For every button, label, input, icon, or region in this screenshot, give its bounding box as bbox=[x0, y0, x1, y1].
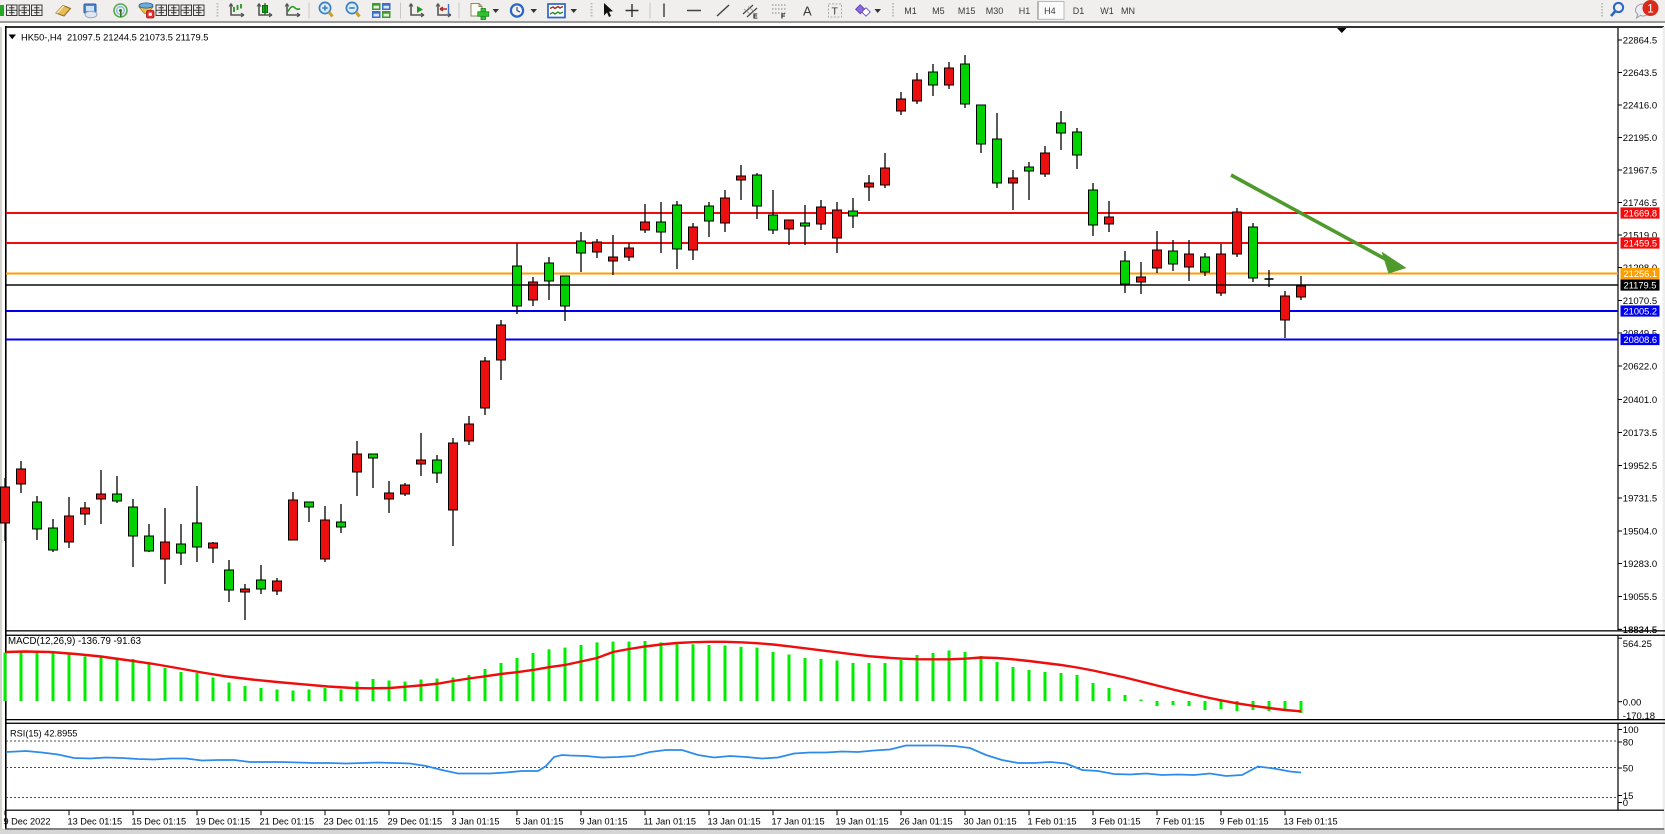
svg-text:MN: MN bbox=[1121, 6, 1135, 16]
svg-text:9 Jan 01:15: 9 Jan 01:15 bbox=[580, 817, 628, 827]
svg-text:564.25: 564.25 bbox=[1623, 639, 1652, 650]
svg-text:23 Dec 01:15: 23 Dec 01:15 bbox=[324, 817, 379, 827]
svg-text:30 Jan 01:15: 30 Jan 01:15 bbox=[964, 817, 1017, 827]
svg-text:M30: M30 bbox=[986, 6, 1004, 16]
svg-text:20401.0: 20401.0 bbox=[1623, 395, 1657, 406]
svg-text:17 Jan 01:15: 17 Jan 01:15 bbox=[772, 817, 825, 827]
svg-text:22643.5: 22643.5 bbox=[1623, 68, 1657, 79]
svg-text:19 Jan 01:15: 19 Jan 01:15 bbox=[836, 817, 889, 827]
svg-text:MACD(12,26,9) -136.79 -91.63: MACD(12,26,9) -136.79 -91.63 bbox=[8, 636, 141, 647]
svg-text:21746.5: 21746.5 bbox=[1623, 198, 1657, 209]
svg-text:21179.5: 21179.5 bbox=[1624, 281, 1657, 291]
svg-text:13 Feb 01:15: 13 Feb 01:15 bbox=[1284, 817, 1338, 827]
svg-text:M5: M5 bbox=[932, 6, 945, 16]
svg-text:21070.5: 21070.5 bbox=[1623, 296, 1657, 307]
svg-text:22195.0: 22195.0 bbox=[1623, 133, 1657, 144]
svg-text:7 Feb 01:15: 7 Feb 01:15 bbox=[1156, 817, 1205, 827]
svg-text:19055.5: 19055.5 bbox=[1623, 592, 1657, 603]
svg-text:19504.0: 19504.0 bbox=[1623, 527, 1657, 538]
svg-text:1 Feb 01:15: 1 Feb 01:15 bbox=[1028, 817, 1077, 827]
svg-text:9 Feb 01:15: 9 Feb 01:15 bbox=[1220, 817, 1269, 827]
svg-text:H4: H4 bbox=[1044, 6, 1056, 16]
svg-text:21967.5: 21967.5 bbox=[1623, 166, 1657, 177]
svg-text:21005.2: 21005.2 bbox=[1624, 307, 1658, 317]
svg-text:H1: H1 bbox=[1019, 6, 1031, 16]
svg-text:19952.5: 19952.5 bbox=[1623, 461, 1657, 472]
svg-text:22416.0: 22416.0 bbox=[1623, 101, 1657, 112]
svg-text:50: 50 bbox=[1623, 764, 1634, 775]
svg-text:13 Dec 01:15: 13 Dec 01:15 bbox=[68, 817, 123, 827]
svg-text:M1: M1 bbox=[904, 6, 917, 16]
svg-text:18834.5: 18834.5 bbox=[1623, 625, 1657, 636]
svg-text:3 Feb 01:15: 3 Feb 01:15 bbox=[1092, 817, 1141, 827]
svg-text:26 Jan 01:15: 26 Jan 01:15 bbox=[900, 817, 953, 827]
svg-text:20622.0: 20622.0 bbox=[1623, 362, 1657, 373]
svg-text:21459.5: 21459.5 bbox=[1624, 239, 1658, 249]
svg-text:100: 100 bbox=[1623, 725, 1639, 736]
svg-text:13 Jan 01:15: 13 Jan 01:15 bbox=[708, 817, 761, 827]
svg-text:9 Dec 2022: 9 Dec 2022 bbox=[4, 817, 51, 827]
svg-text:D1: D1 bbox=[1073, 6, 1085, 16]
svg-text:22864.5: 22864.5 bbox=[1623, 36, 1657, 47]
svg-text:19731.5: 19731.5 bbox=[1623, 494, 1657, 505]
svg-text:15 Dec 01:15: 15 Dec 01:15 bbox=[132, 817, 187, 827]
svg-text:RSI(15) 42.8955: RSI(15) 42.8955 bbox=[10, 729, 77, 739]
svg-text:20808.6: 20808.6 bbox=[1624, 335, 1658, 345]
svg-text:3 Jan 01:15: 3 Jan 01:15 bbox=[452, 817, 500, 827]
svg-text:1: 1 bbox=[1647, 1, 1654, 15]
svg-text:-170.18: -170.18 bbox=[1623, 711, 1655, 722]
svg-text:T: T bbox=[832, 6, 839, 18]
svg-text:21669.8: 21669.8 bbox=[1624, 209, 1658, 219]
svg-text:F: F bbox=[781, 14, 786, 21]
svg-text:0.00: 0.00 bbox=[1623, 698, 1642, 709]
svg-text:29 Dec 01:15: 29 Dec 01:15 bbox=[388, 817, 443, 827]
svg-text:M15: M15 bbox=[958, 6, 976, 16]
svg-text:19 Dec 01:15: 19 Dec 01:15 bbox=[196, 817, 251, 827]
svg-text:15: 15 bbox=[1623, 791, 1634, 802]
svg-text:21 Dec 01:15: 21 Dec 01:15 bbox=[260, 817, 315, 827]
svg-text:A: A bbox=[803, 4, 812, 19]
svg-text:11 Jan 01:15: 11 Jan 01:15 bbox=[644, 817, 696, 827]
svg-text:5 Jan 01:15: 5 Jan 01:15 bbox=[516, 817, 564, 827]
svg-text:W1: W1 bbox=[1100, 6, 1114, 16]
svg-text:E: E bbox=[753, 14, 758, 21]
svg-text:20173.5: 20173.5 bbox=[1623, 428, 1657, 439]
svg-text:HK50-,H4 21097.5 21244.5 2107: HK50-,H4 21097.5 21244.5 21073.5 21179.5 bbox=[21, 33, 208, 43]
svg-text:21256.1: 21256.1 bbox=[1624, 269, 1658, 279]
svg-text:0: 0 bbox=[1623, 798, 1628, 809]
svg-text:21519.0: 21519.0 bbox=[1623, 231, 1657, 242]
svg-text:19283.0: 19283.0 bbox=[1623, 559, 1657, 570]
svg-text:80: 80 bbox=[1623, 738, 1634, 749]
